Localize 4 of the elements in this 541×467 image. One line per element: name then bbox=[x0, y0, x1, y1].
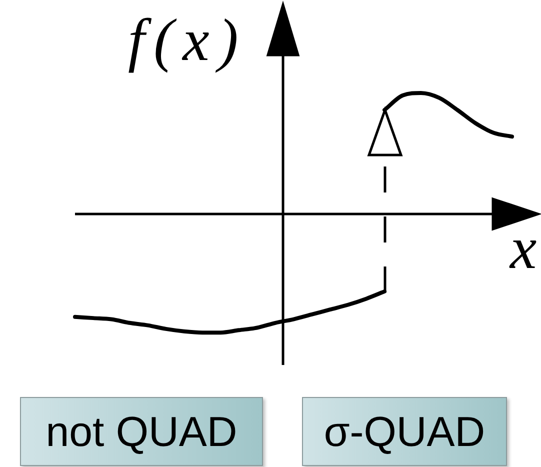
label-box: not QUAD bbox=[20, 397, 263, 466]
y-axis-title: f(x) bbox=[128, 7, 248, 73]
x-axis-title: x bbox=[510, 215, 537, 281]
label-box: σ-QUAD bbox=[302, 397, 507, 466]
